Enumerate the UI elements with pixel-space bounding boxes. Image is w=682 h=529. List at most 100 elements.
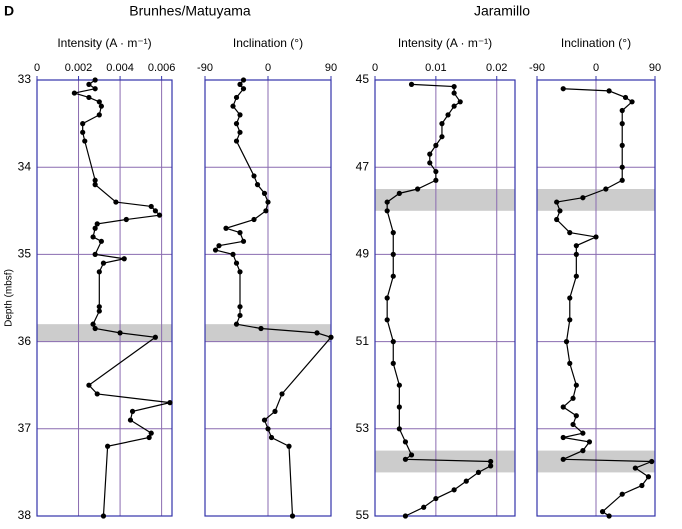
data-point <box>619 121 625 127</box>
data-point <box>146 434 152 441</box>
data-point <box>96 308 102 314</box>
y-tick-label: 34 <box>18 159 32 173</box>
data-point <box>599 509 606 515</box>
data-point <box>233 321 240 327</box>
data-point <box>94 391 100 397</box>
data-point <box>606 513 612 519</box>
data-point <box>573 273 579 279</box>
y-tick-label: 53 <box>356 421 370 435</box>
data-point <box>258 325 264 332</box>
data-point <box>92 225 98 231</box>
data-point <box>96 99 102 105</box>
group-title: Jaramillo <box>474 3 530 19</box>
data-point <box>71 90 77 96</box>
data-point <box>384 295 390 301</box>
data-point <box>573 243 579 249</box>
data-point <box>100 513 107 519</box>
data-point <box>92 86 98 92</box>
data-point <box>567 230 573 236</box>
data-point <box>272 408 278 414</box>
data-line <box>214 79 333 517</box>
plot-frame <box>536 79 656 517</box>
data-point <box>433 177 439 183</box>
data-point <box>554 216 560 223</box>
data-point <box>240 86 247 92</box>
data-point <box>390 230 396 236</box>
x-tick-label: 90 <box>325 62 337 74</box>
x-tick-label: -90 <box>197 62 213 74</box>
data-point <box>445 112 451 118</box>
data-point <box>233 138 240 144</box>
data-point <box>237 269 243 275</box>
data-point <box>384 208 390 214</box>
data-point <box>570 395 576 401</box>
data-point <box>148 203 154 210</box>
y-tick-label: 47 <box>356 159 370 173</box>
data-point <box>98 103 104 109</box>
data-point <box>567 295 573 301</box>
data-point <box>560 456 566 462</box>
data-point <box>117 330 123 336</box>
data-point <box>396 382 402 388</box>
data-point <box>167 400 173 406</box>
x-tick-label: 90 <box>649 62 661 74</box>
y-tick-label: 49 <box>356 247 370 261</box>
data-point <box>328 334 334 340</box>
data-point <box>261 417 268 423</box>
data-point <box>573 251 579 257</box>
data-point <box>629 99 635 105</box>
y-axis-label: Depth (mbsf) <box>4 269 15 327</box>
shaded-interval <box>375 450 515 473</box>
data-point <box>649 458 655 465</box>
data-point <box>619 142 625 148</box>
panel-label: D <box>4 3 14 19</box>
y-tick-label: 38 <box>18 508 32 522</box>
data-point <box>127 417 134 423</box>
data-point <box>96 304 102 310</box>
data-point <box>86 382 92 388</box>
data-point <box>427 151 433 157</box>
y-tick-label: 33 <box>18 72 32 86</box>
data-point <box>90 321 96 327</box>
y-tick-label: 35 <box>18 247 32 261</box>
data-point <box>415 186 421 192</box>
data-point <box>421 504 427 510</box>
data-point <box>240 238 247 244</box>
data-point <box>121 256 127 262</box>
data-point <box>86 81 92 87</box>
data-point <box>212 247 219 253</box>
x-tick-label: 0.006 <box>148 62 176 74</box>
data-point <box>92 325 98 332</box>
data-point <box>606 88 612 94</box>
y-tick-label: 36 <box>18 334 32 348</box>
data-point <box>573 413 579 419</box>
data-point <box>402 513 409 519</box>
x-tick-label: -90 <box>529 62 545 74</box>
data-point <box>96 269 102 275</box>
plot-frame <box>204 79 332 517</box>
data-point <box>563 339 570 345</box>
data-line <box>555 88 652 517</box>
data-point <box>237 81 243 87</box>
data-point <box>148 430 154 436</box>
plot-frame <box>36 79 173 517</box>
data-point <box>639 482 645 489</box>
data-point <box>92 251 98 257</box>
data-point <box>156 212 163 218</box>
data-point <box>488 463 494 469</box>
data-point <box>289 513 296 519</box>
data-point <box>251 173 257 179</box>
x-axis-label: Intensity (A · m⁻¹) <box>398 36 492 50</box>
data-point <box>645 474 652 480</box>
data-point <box>439 121 445 127</box>
data-point <box>265 426 271 432</box>
data-point <box>286 443 292 449</box>
data-point <box>439 134 445 140</box>
data-point <box>268 434 275 441</box>
data-point <box>230 251 236 257</box>
x-tick-label: 0 <box>265 62 271 74</box>
data-point <box>433 168 439 175</box>
data-point <box>580 195 586 201</box>
data-point <box>396 426 402 432</box>
data-point <box>557 208 563 214</box>
